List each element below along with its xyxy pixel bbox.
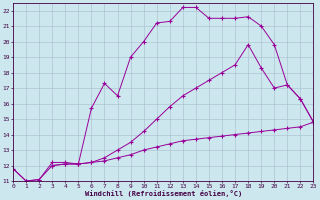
X-axis label: Windchill (Refroidissement éolien,°C): Windchill (Refroidissement éolien,°C) <box>84 190 242 197</box>
